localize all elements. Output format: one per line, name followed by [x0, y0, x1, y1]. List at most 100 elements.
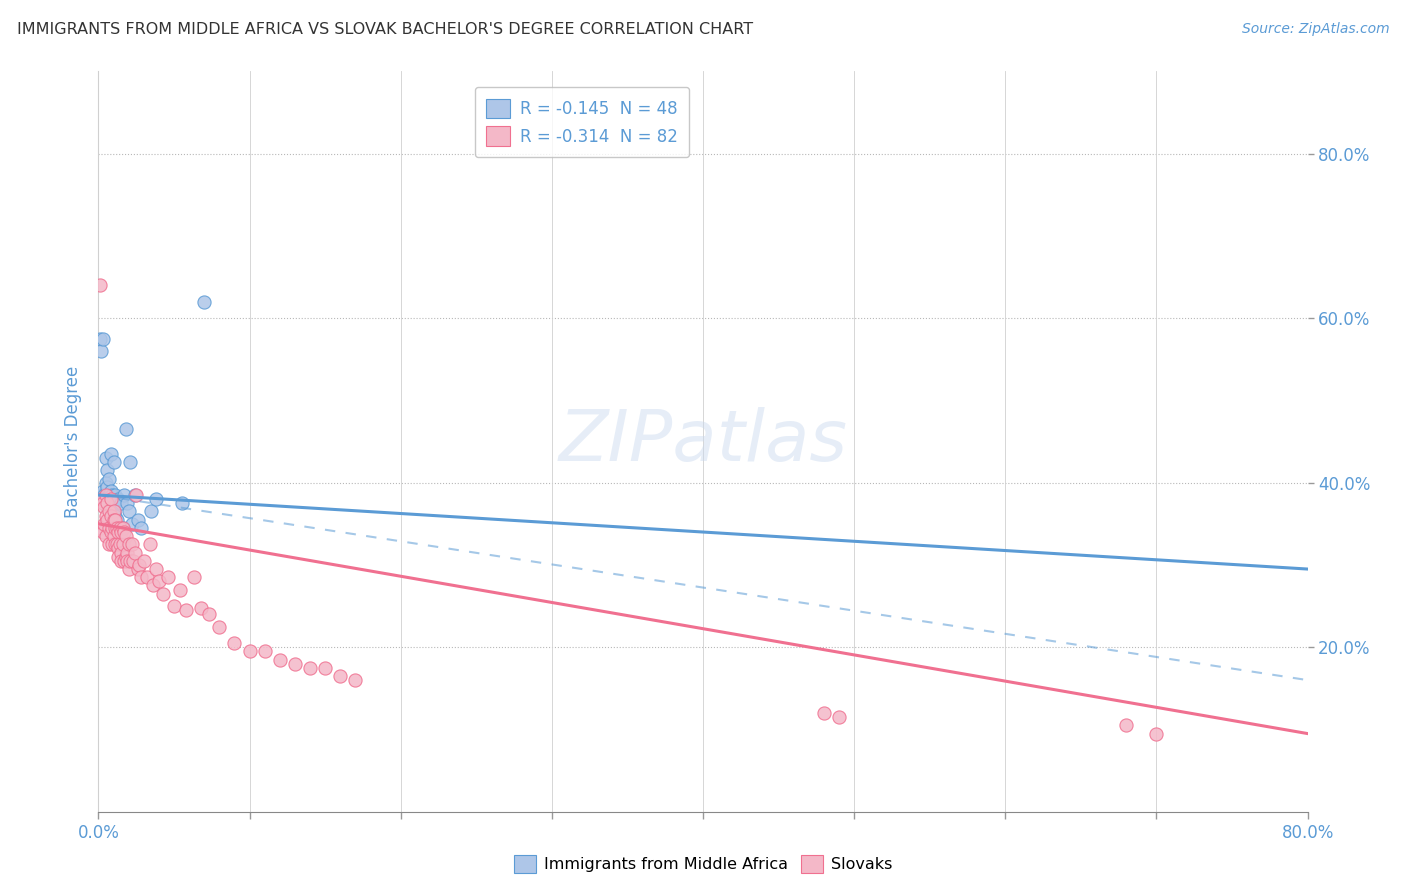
Point	[103, 455, 125, 469]
Point	[111, 521, 134, 535]
Point	[208, 619, 231, 633]
Point	[114, 549, 136, 564]
Point	[197, 607, 219, 622]
Point	[110, 524, 132, 539]
Point	[105, 521, 128, 535]
Point	[94, 496, 117, 510]
Point	[314, 661, 336, 675]
Point	[96, 463, 118, 477]
Point	[94, 450, 117, 465]
Point	[98, 471, 121, 485]
Point	[129, 570, 152, 584]
Point	[122, 554, 145, 568]
Point	[148, 574, 170, 589]
Point	[91, 332, 114, 346]
Point	[107, 541, 129, 556]
Point	[90, 492, 112, 507]
Point	[112, 554, 135, 568]
Point	[101, 521, 124, 535]
Point	[114, 529, 136, 543]
Point	[108, 521, 131, 535]
Point	[105, 513, 128, 527]
Point	[108, 521, 131, 535]
Point	[94, 508, 117, 523]
Point	[105, 537, 128, 551]
Point	[145, 492, 167, 507]
Point	[94, 488, 117, 502]
Point	[104, 508, 127, 523]
Point	[91, 524, 114, 539]
Point	[813, 706, 835, 720]
Point	[100, 447, 122, 461]
Point	[103, 513, 125, 527]
Point	[111, 537, 134, 551]
Point	[101, 513, 124, 527]
Point	[135, 570, 157, 584]
Point	[112, 488, 135, 502]
Point	[152, 587, 174, 601]
Point	[96, 480, 118, 494]
Point	[128, 558, 150, 572]
Point	[103, 529, 125, 543]
Point	[110, 545, 132, 560]
Point	[118, 562, 141, 576]
Point	[100, 504, 122, 518]
Text: Source: ZipAtlas.com: Source: ZipAtlas.com	[1241, 22, 1389, 37]
Point	[115, 554, 138, 568]
Point	[104, 521, 127, 535]
Point	[100, 483, 122, 498]
Text: IMMIGRANTS FROM MIDDLE AFRICA VS SLOVAK BACHELOR'S DEGREE CORRELATION CHART: IMMIGRANTS FROM MIDDLE AFRICA VS SLOVAK …	[17, 22, 754, 37]
Point	[101, 537, 124, 551]
Point	[100, 492, 122, 507]
Point	[329, 669, 352, 683]
Point	[156, 570, 179, 584]
Point	[90, 488, 112, 502]
Legend: Immigrants from Middle Africa, Slovaks: Immigrants from Middle Africa, Slovaks	[508, 848, 898, 880]
Point	[89, 278, 111, 293]
Point	[124, 545, 146, 560]
Point	[239, 644, 262, 658]
Point	[253, 644, 276, 658]
Point	[96, 500, 118, 515]
Point	[105, 521, 128, 535]
Point	[103, 496, 125, 510]
Point	[174, 603, 197, 617]
Point	[107, 549, 129, 564]
Point	[101, 488, 124, 502]
Point	[344, 673, 367, 687]
Point	[94, 488, 117, 502]
Point	[114, 422, 136, 436]
Point	[96, 496, 118, 510]
Text: ZIPatlas: ZIPatlas	[558, 407, 848, 476]
Point	[118, 504, 141, 518]
Point	[120, 455, 142, 469]
Point	[107, 524, 129, 539]
Point	[1144, 726, 1167, 740]
Point	[141, 504, 163, 518]
Point	[170, 496, 193, 510]
Point	[111, 521, 134, 535]
Point	[104, 488, 127, 502]
Point	[98, 537, 121, 551]
Point	[183, 570, 205, 584]
Point	[94, 475, 117, 490]
Point	[107, 492, 129, 507]
Point	[93, 492, 115, 507]
Point	[115, 496, 138, 510]
Point	[96, 513, 118, 527]
Point	[91, 496, 114, 510]
Point	[269, 652, 291, 666]
Point	[98, 488, 121, 502]
Point	[129, 521, 152, 535]
Y-axis label: Bachelor's Degree: Bachelor's Degree	[65, 366, 83, 517]
Point	[121, 537, 143, 551]
Point	[103, 504, 125, 518]
Point	[120, 554, 142, 568]
Point	[110, 496, 132, 510]
Point	[93, 488, 115, 502]
Point	[124, 488, 146, 502]
Point	[121, 516, 143, 531]
Point	[93, 500, 115, 515]
Point	[94, 529, 117, 543]
Point	[103, 504, 125, 518]
